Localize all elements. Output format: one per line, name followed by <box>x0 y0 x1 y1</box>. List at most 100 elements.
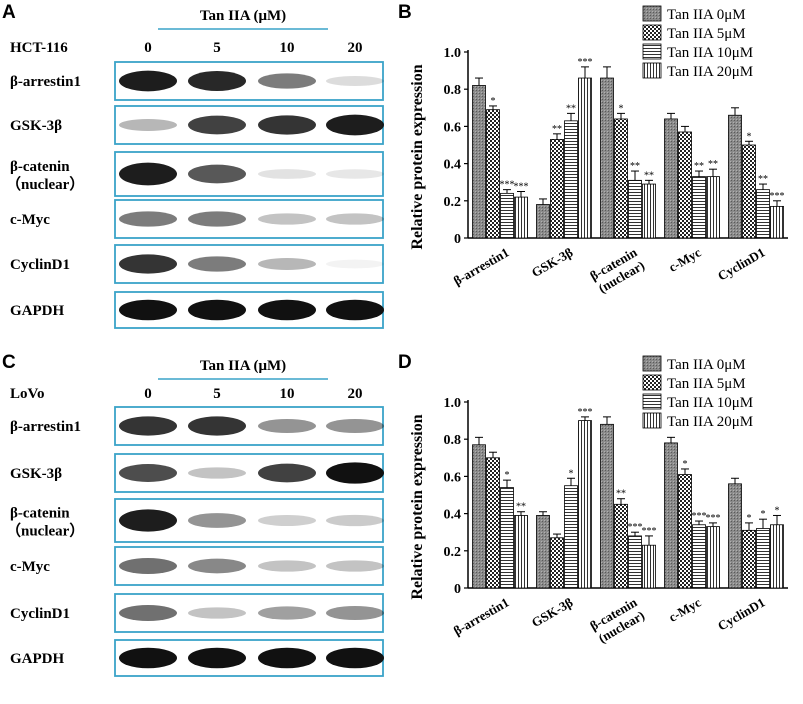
blot-band <box>119 299 177 321</box>
y-tick-label: 0 <box>454 232 461 247</box>
significance-label: *** <box>500 180 515 191</box>
y-tick-label: 0.6 <box>444 120 462 135</box>
blot-band <box>258 299 316 321</box>
legend-entry: Tan IIA 20μM <box>667 414 753 430</box>
blot-band <box>326 606 384 620</box>
protein-label: β-catenin <box>10 506 70 522</box>
bar <box>486 109 500 239</box>
legend-swatch <box>642 374 662 391</box>
bar <box>550 139 564 239</box>
blot-band <box>326 514 384 527</box>
blot-band <box>119 162 177 186</box>
significance-label: *** <box>642 526 657 537</box>
y-axis-label: Relative protein expression <box>409 414 426 599</box>
protein-label: GSK-3β <box>10 466 62 482</box>
western-blot-lovo: Tan IIA (μM) LoVo 0 5 10 20 β-arrestin1 GSK-3β β… <box>6 358 384 677</box>
blot-band <box>326 419 384 433</box>
blot-box <box>114 61 384 101</box>
blot-band <box>119 464 177 482</box>
significance-label: * <box>683 459 688 470</box>
blot-band <box>258 647 316 669</box>
blot-band <box>326 114 384 136</box>
treatment-label: Tan IIA (μM) <box>200 8 286 24</box>
blot-band <box>188 164 246 184</box>
blot-band <box>258 169 316 179</box>
y-tick-label: 0.8 <box>444 83 462 98</box>
blot-band <box>326 462 384 484</box>
significance-label: ** <box>694 161 704 172</box>
panel-label-b: B <box>398 2 412 23</box>
significance-label: ** <box>616 489 626 500</box>
blot-band <box>188 558 246 574</box>
bar <box>692 176 706 239</box>
blot-band <box>258 213 316 225</box>
blot-band <box>119 416 177 436</box>
bar <box>664 118 678 239</box>
western-blot-hct116: Tan IIA (μM) HCT-116 0 5 10 20 β-arrestin1 GSK-… <box>6 8 384 329</box>
legend-entry: Tan IIA 0μM <box>667 7 746 23</box>
x-tick-label-line: CyclinD1 <box>715 595 768 634</box>
blot-band <box>119 647 177 669</box>
significance-label: * <box>491 96 496 107</box>
protein-label: GAPDH <box>10 651 64 667</box>
significance-label: ** <box>552 124 562 135</box>
significance-label: * <box>505 470 510 481</box>
x-tick-label: GSK-3β <box>529 594 576 630</box>
x-tick-label-line: β-arrestin1 <box>451 595 512 639</box>
bar <box>664 442 678 589</box>
significance-label: * <box>619 103 624 114</box>
bar <box>550 537 564 589</box>
significance-label: *** <box>770 191 785 202</box>
legend-entry: Tan IIA 10μM <box>667 395 753 411</box>
dose-label: 5 <box>213 386 221 402</box>
y-tick-label: 0.4 <box>444 158 462 173</box>
significance-label: * <box>569 468 574 479</box>
cell-line-label: HCT-116 <box>10 40 68 56</box>
blot-band <box>188 607 246 619</box>
blot-band <box>258 606 316 620</box>
bar <box>600 423 614 589</box>
blot-box <box>114 406 384 446</box>
significance-label: ** <box>566 103 576 114</box>
significance-label: *** <box>514 182 529 193</box>
blot-band <box>326 299 384 321</box>
significance-label: *** <box>706 513 721 524</box>
dose-label: 10 <box>280 386 295 402</box>
blot-band <box>188 467 246 479</box>
blot-band <box>258 258 316 270</box>
x-tick-label: β-arrestin1 <box>451 595 512 639</box>
bar <box>614 503 628 589</box>
legend-swatch <box>642 412 662 429</box>
blot-band <box>258 514 316 527</box>
blot-band <box>188 71 246 91</box>
legend-swatch <box>642 5 662 22</box>
dose-label: 20 <box>348 40 363 56</box>
legend-swatch <box>642 393 662 410</box>
bar <box>756 189 770 239</box>
blot-band <box>258 73 316 89</box>
bar <box>578 420 592 589</box>
dose-label: 0 <box>144 40 152 56</box>
y-axis-label: Relative protein expression <box>409 64 426 249</box>
protein-sublabel: （nuclear） <box>6 175 84 193</box>
significance-label: ** <box>516 502 526 513</box>
legend-entry: Tan IIA 20μM <box>667 64 753 80</box>
y-tick-label: 1.0 <box>444 396 462 411</box>
x-tick-label: c-Myc <box>666 244 704 274</box>
blot-band <box>119 119 177 131</box>
significance-label: ** <box>630 161 640 172</box>
blot-band <box>326 647 384 669</box>
blot-band <box>119 254 177 274</box>
blot-band <box>188 299 246 321</box>
protein-label: GAPDH <box>10 303 64 319</box>
x-tick-label-line: c-Myc <box>666 594 704 624</box>
significance-label: ** <box>708 159 718 170</box>
bar <box>536 204 550 239</box>
bar <box>564 485 578 589</box>
bar <box>742 529 756 589</box>
protein-label: CyclinD1 <box>10 257 70 273</box>
bar <box>706 526 720 589</box>
blot-band <box>119 558 177 574</box>
legend-entry: Tan IIA 5μM <box>667 26 746 42</box>
bar <box>692 524 706 589</box>
